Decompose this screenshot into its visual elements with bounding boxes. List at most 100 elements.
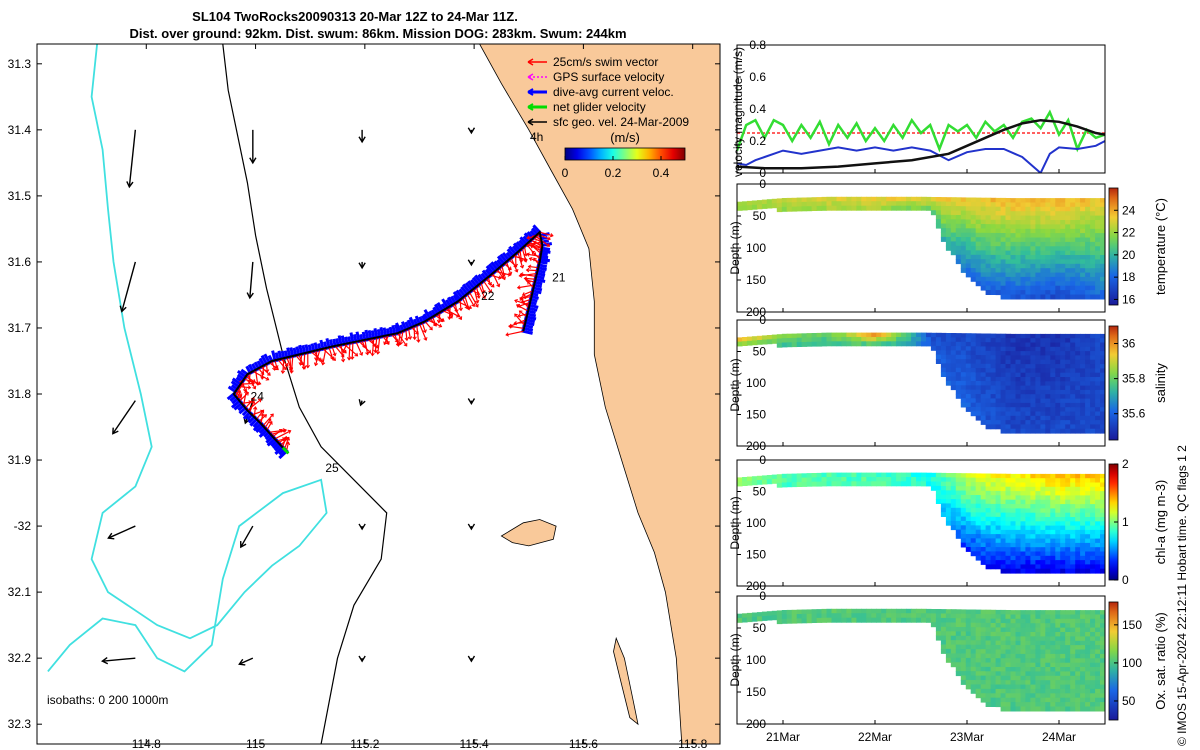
section-cell: [980, 529, 987, 535]
swim-vector: [343, 343, 358, 357]
section-cell: [995, 402, 1002, 408]
section-cell: [1080, 473, 1086, 479]
section-cell: [1060, 684, 1066, 690]
swim-vector-head: [302, 365, 307, 370]
section-cell: [1005, 272, 1012, 278]
section-cell: [1025, 632, 1031, 637]
section-cell: [1010, 610, 1017, 616]
section-cell: [1080, 495, 1086, 501]
section-cell: [742, 205, 748, 211]
section-cell: [1085, 415, 1091, 421]
section-cell: [1035, 658, 1041, 664]
section-cell: [1095, 610, 1101, 616]
swim-vector-head: [458, 316, 463, 321]
section-cells-0: [737, 196, 1105, 300]
section-cell: [1035, 706, 1041, 712]
section-cell: [1015, 372, 1022, 378]
section-cell: [945, 494, 952, 500]
section-cell: [1015, 377, 1022, 382]
section-cell: [826, 201, 833, 207]
section-cell: [1100, 333, 1105, 339]
section-cell: [985, 555, 992, 561]
section-cell: [1090, 688, 1096, 694]
section-cell: [811, 481, 818, 487]
section-cell: [930, 477, 937, 483]
section-cell: [751, 200, 758, 206]
swim-vector: [407, 328, 411, 340]
section-cell: [995, 211, 1002, 216]
section-cell: [985, 350, 992, 356]
section-cell: [975, 389, 982, 395]
section-cell: [1085, 636, 1091, 642]
section-cell: [1015, 671, 1022, 677]
section-cell: [1040, 359, 1046, 365]
section-cell: [1095, 640, 1101, 646]
section-cell: [1040, 364, 1046, 369]
section-cell: [742, 201, 748, 207]
section-cell: [980, 376, 987, 382]
section-cell: [1050, 517, 1056, 522]
velocity-series-current: [737, 140, 1105, 173]
section-cell: [1050, 627, 1056, 633]
section-cell: [1040, 653, 1046, 659]
section-cell: [1010, 649, 1017, 655]
section-cell: [1030, 478, 1036, 484]
section-cell: [816, 613, 823, 619]
section-cell: [1050, 675, 1056, 681]
section-cell: [960, 538, 967, 544]
section-cell: [1075, 697, 1081, 703]
swim-vector: [255, 409, 265, 420]
section-cell: [1015, 547, 1022, 553]
section-cell: [1005, 372, 1012, 378]
section-cell: [935, 613, 942, 619]
swim-vector-head: [438, 323, 443, 328]
section-cell: [995, 666, 1002, 672]
section-cell: [1100, 377, 1105, 382]
section-cell: [945, 613, 952, 619]
section-cell: [1050, 206, 1056, 212]
section-cell: [980, 197, 987, 203]
section-cell: [836, 472, 843, 478]
section-cell: [970, 372, 977, 378]
section-cells-2: [737, 472, 1105, 574]
section-cell: [955, 341, 962, 347]
section-cell: [1045, 632, 1051, 637]
section-cell: [1090, 359, 1096, 365]
section-cell: [965, 542, 972, 548]
section-cell: [1075, 555, 1081, 561]
track-day-label-22: 22: [481, 289, 495, 303]
geo-vector-head-0: [126, 181, 134, 189]
section-cell: [1055, 241, 1061, 247]
section-cell: [1010, 255, 1017, 260]
section-cell: [1045, 359, 1051, 365]
section-cell: [871, 617, 877, 623]
section-cell: [1025, 346, 1031, 352]
section-cell: [751, 480, 758, 486]
section-cell: [1080, 551, 1086, 557]
section-cell: [1090, 521, 1096, 527]
section-cell: [960, 529, 967, 535]
section-cell: [1015, 632, 1022, 637]
section-cell: [1090, 547, 1096, 553]
section-cell: [990, 477, 997, 483]
section-cell: [1050, 547, 1056, 553]
swim-vector-head: [532, 252, 536, 257]
section-cell: [1075, 640, 1081, 646]
section-cell: [1045, 534, 1051, 540]
track-day-label-24: 24: [251, 390, 265, 404]
section-cell: [1060, 555, 1066, 561]
section-cell: [980, 407, 987, 412]
track-day-label-21: 21: [552, 271, 566, 285]
section-cell: [1070, 702, 1076, 708]
section-cell: [1090, 198, 1096, 204]
swim-vector-head: [488, 289, 492, 294]
section-cell: [1045, 246, 1051, 252]
section-cell: [1040, 220, 1046, 225]
swim-vector-head: [458, 307, 464, 312]
section-cell: [761, 339, 768, 345]
section-cell: [821, 613, 828, 619]
section-cell: [1080, 259, 1086, 265]
section-cell: [1060, 398, 1066, 404]
section-cell: [970, 538, 977, 544]
section-cell: [1020, 618, 1027, 624]
